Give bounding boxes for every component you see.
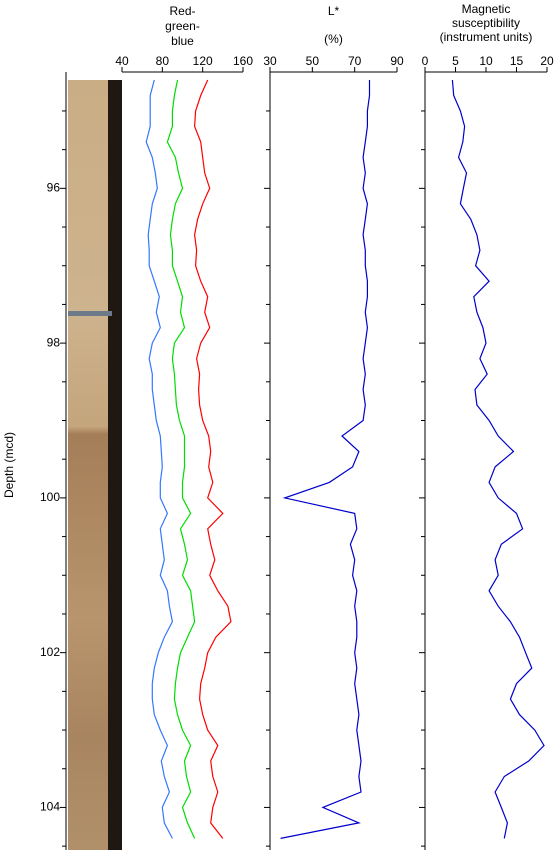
panel-title: green- <box>165 19 200 33</box>
x-tick-label: 15 <box>510 54 524 68</box>
panel-title: susceptibility <box>452 16 520 30</box>
data-line <box>145 79 174 839</box>
y-tick-label: 100 <box>40 490 60 504</box>
data-line <box>451 79 545 839</box>
x-tick-label: 40 <box>115 54 129 68</box>
x-tick-label: 20 <box>540 54 554 68</box>
x-tick-label: 0 <box>422 54 429 68</box>
core-edge <box>108 80 122 850</box>
panel-title: (instrument units) <box>440 30 533 44</box>
panel-title: blue <box>171 34 194 48</box>
x-tick-label: 50 <box>306 54 320 68</box>
y-tick-label: 98 <box>47 335 61 349</box>
x-tick-label: 160 <box>233 54 253 68</box>
panel-title: Red- <box>169 4 195 18</box>
x-tick-label: 70 <box>348 54 362 68</box>
x-tick-label: 90 <box>390 54 404 68</box>
x-tick-label: 10 <box>479 54 493 68</box>
panel-title: L* <box>328 4 340 18</box>
data-line <box>166 79 196 839</box>
x-tick-label: 5 <box>452 54 459 68</box>
panel-title: (%) <box>324 32 343 46</box>
y-tick-label: 104 <box>40 800 60 814</box>
x-tick-label: 120 <box>193 54 213 68</box>
core-image <box>68 80 112 850</box>
x-tick-label: 80 <box>156 54 170 68</box>
panel-title: Magnetic <box>462 2 511 16</box>
y-axis-label: Depth (mcd) <box>2 432 16 498</box>
x-tick-label: 30 <box>263 54 277 68</box>
y-tick-label: 102 <box>40 645 60 659</box>
data-line <box>193 79 232 839</box>
data-line <box>280 80 371 839</box>
y-tick-label: 96 <box>47 181 61 195</box>
core-gap <box>68 311 112 316</box>
